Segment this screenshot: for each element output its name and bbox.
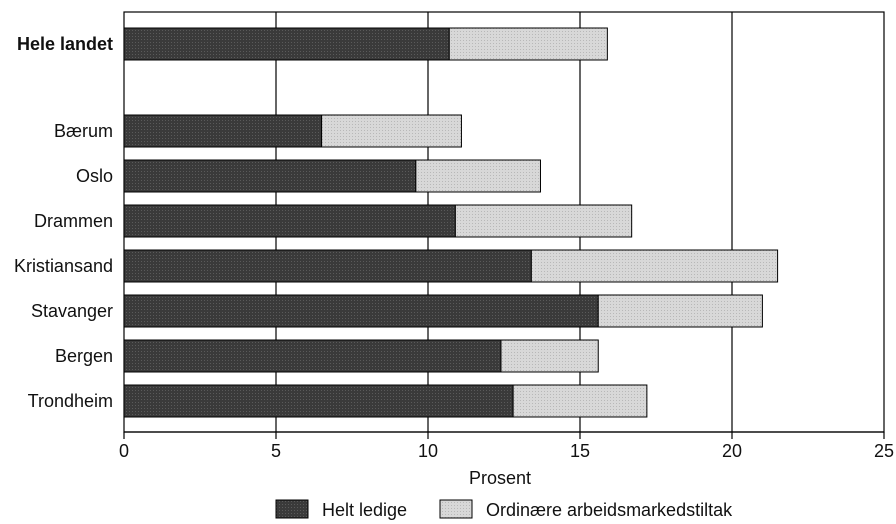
- category-label: Drammen: [34, 211, 113, 231]
- x-axis-ticks: 0 5 10 15 20 25: [119, 431, 894, 461]
- legend-label: Helt ledige: [322, 500, 407, 520]
- x-tick-label: 20: [722, 441, 742, 461]
- bar-arbeidsmarkedstiltak: [597, 294, 763, 328]
- legend-swatch: [275, 499, 309, 519]
- bar-helt-ledige: [123, 249, 532, 283]
- legend-item-arbeidsmarkedstiltak: Ordinære arbeidsmarkedstiltak: [439, 499, 733, 520]
- bar-helt-ledige: [123, 339, 502, 373]
- x-tick-label: 5: [271, 441, 281, 461]
- legend-item-helt-ledige: Helt ledige: [275, 499, 407, 520]
- category-labels: Hele landet Bærum Oslo Drammen Kristiansand S…: [14, 34, 113, 411]
- x-tick-label: 10: [418, 441, 438, 461]
- category-label: Kristiansand: [14, 256, 113, 276]
- bar-helt-ledige: [123, 294, 599, 328]
- bar-arbeidsmarkedstiltak: [500, 339, 599, 373]
- bar-helt-ledige: [123, 27, 450, 61]
- bar-helt-ledige: [123, 114, 323, 148]
- legend-label: Ordinære arbeidsmarkedstiltak: [486, 500, 733, 520]
- category-label: Bergen: [55, 346, 113, 366]
- category-label: Stavanger: [31, 301, 113, 321]
- x-tick-label: 0: [119, 441, 129, 461]
- category-label: Bærum: [54, 121, 113, 141]
- bar-arbeidsmarkedstiltak: [530, 249, 779, 283]
- bar-arbeidsmarkedstiltak: [448, 27, 608, 61]
- bar-arbeidsmarkedstiltak: [454, 204, 633, 238]
- category-label: Trondheim: [28, 391, 113, 411]
- category-label: Hele landet: [17, 34, 113, 54]
- bar-helt-ledige: [123, 384, 514, 418]
- bar-arbeidsmarkedstiltak: [415, 159, 541, 193]
- bar-helt-ledige: [123, 159, 417, 193]
- legend-swatch: [439, 499, 473, 519]
- x-tick-label: 25: [874, 441, 894, 461]
- bar-helt-ledige: [123, 204, 456, 238]
- x-tick-label: 15: [570, 441, 590, 461]
- legend: Helt ledige Ordinære arbeidsmarkedstiltak: [275, 499, 733, 520]
- x-axis-title: Prosent: [469, 468, 531, 488]
- bar-arbeidsmarkedstiltak: [321, 114, 462, 148]
- bar-arbeidsmarkedstiltak: [512, 384, 648, 418]
- bars: [123, 27, 779, 418]
- category-label: Oslo: [76, 166, 113, 186]
